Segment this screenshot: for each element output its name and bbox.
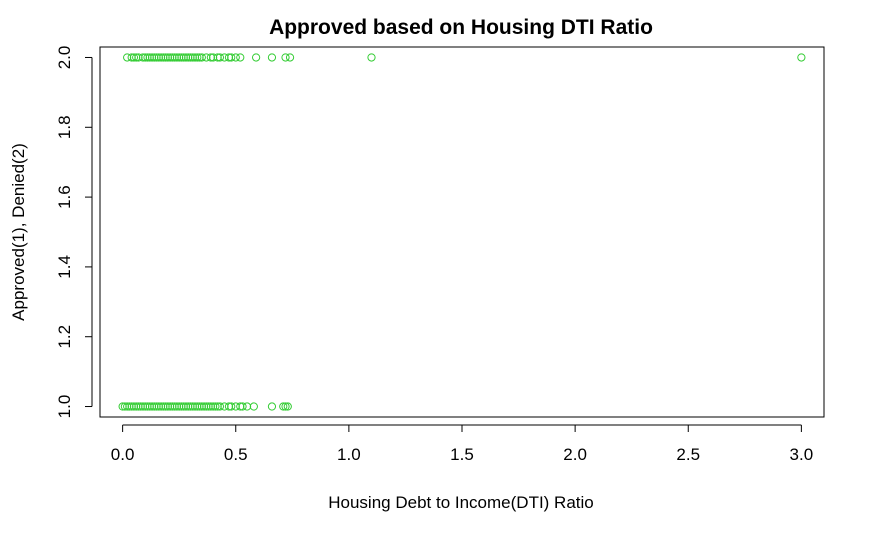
- x-axis-label: Housing Debt to Income(DTI) Ratio: [328, 493, 594, 512]
- data-point: [281, 402, 290, 411]
- x-tick-label: 0.0: [111, 445, 135, 464]
- data-point: [267, 402, 277, 411]
- data-point: [283, 402, 292, 411]
- plot-frame: [99, 46, 825, 418]
- x-tick-label: 1.5: [450, 445, 474, 464]
- x-axis: 0.0 0.5 1.0 1.5 2.0 2.5 3.0: [111, 424, 814, 464]
- data-point: [197, 53, 206, 62]
- x-tick-label: 2.5: [676, 445, 700, 464]
- data-point: [231, 53, 240, 62]
- y-axis: 1.0 1.2 1.4 1.6 1.8 2.0: [55, 46, 93, 419]
- data-point: [249, 402, 258, 411]
- data-point: [242, 402, 252, 411]
- chart-title: Approved based on Housing DTI Ratio: [269, 16, 653, 39]
- y-tick-label: 1.2: [55, 325, 74, 349]
- y-tick-label: 1.8: [55, 115, 74, 139]
- data-point: [215, 53, 225, 62]
- data-point: [211, 402, 220, 411]
- data-point: [227, 53, 236, 62]
- x-tick-label: 0.5: [224, 445, 248, 464]
- x-tick-label: 1.0: [337, 445, 361, 464]
- data-point: [252, 53, 261, 62]
- data-point: [285, 53, 295, 62]
- data-points: [118, 53, 806, 411]
- y-tick-label: 1.0: [55, 395, 74, 419]
- data-point: [279, 402, 288, 411]
- data-point: [227, 402, 236, 411]
- data-point: [236, 53, 245, 62]
- data-point: [215, 402, 225, 411]
- data-point: [238, 402, 247, 411]
- data-point: [193, 53, 202, 62]
- y-tick-label: 1.4: [55, 255, 74, 279]
- x-tick-label: 2.0: [563, 445, 587, 464]
- data-point: [281, 53, 290, 62]
- data-point: [797, 53, 806, 62]
- data-point: [129, 53, 139, 62]
- x-tick-label: 3.0: [790, 445, 814, 464]
- data-point: [367, 53, 376, 62]
- y-tick-label: 1.6: [55, 185, 74, 209]
- y-axis-label: Approved(1), Denied(2): [9, 143, 28, 321]
- data-point: [267, 53, 277, 62]
- y-tick-label: 2.0: [55, 46, 74, 70]
